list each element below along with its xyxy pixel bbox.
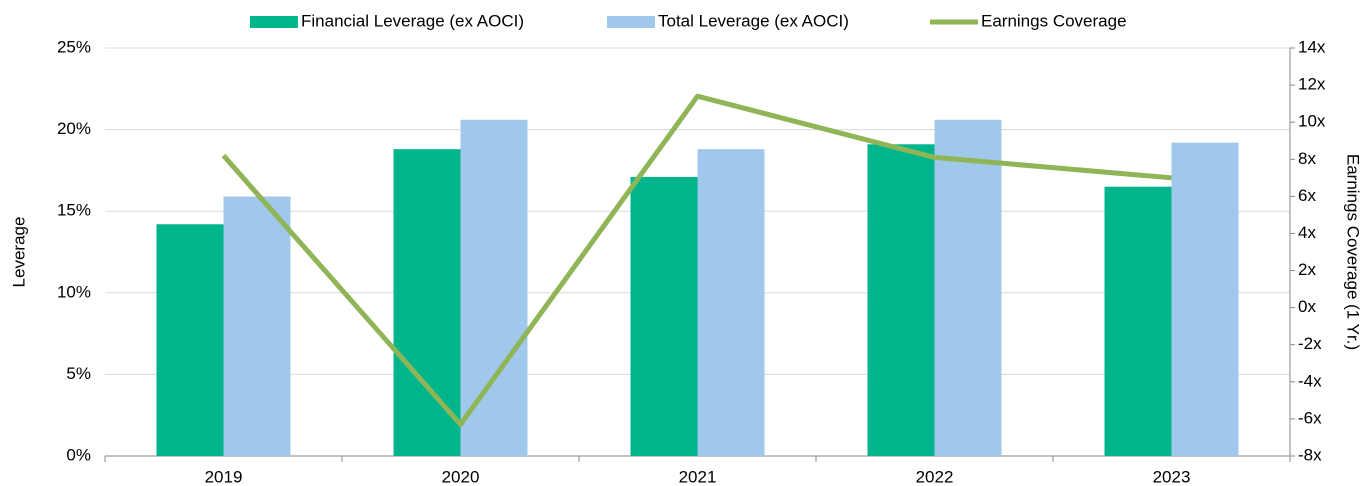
legend-swatch (250, 16, 298, 28)
y2-tick-label: -4x (1298, 371, 1322, 390)
legend-label: Total Leverage (ex AOCI) (658, 11, 849, 30)
bar (630, 176, 698, 457)
y2-axis-title: Earnings Coverage (1 Yr.) (1344, 154, 1363, 350)
x-tick-label: 2021 (679, 467, 717, 486)
legend-label: Earnings Coverage (981, 11, 1127, 30)
bar (156, 224, 224, 456)
y-axis-title: Leverage (9, 217, 28, 288)
y-tick-label: 5% (66, 364, 91, 383)
bar (934, 119, 1002, 457)
x-tick-label: 2022 (916, 467, 954, 486)
y-tick-label: 15% (57, 201, 91, 220)
bar (697, 149, 765, 456)
y-tick-label: 10% (57, 282, 91, 301)
legend-swatch (607, 16, 655, 28)
y2-tick-label: 6x (1298, 186, 1316, 205)
x-tick-label: 2019 (205, 467, 243, 486)
bar (867, 144, 935, 456)
x-tick-label: 2023 (1153, 467, 1191, 486)
line (221, 93, 1172, 427)
bar (1171, 142, 1239, 456)
y2-tick-label: 12x (1298, 75, 1326, 94)
y-tick-label: 20% (57, 119, 91, 138)
bar (1104, 186, 1172, 456)
bar (223, 196, 291, 456)
y2-tick-label: 4x (1298, 223, 1316, 242)
y2-tick-label: -2x (1298, 334, 1322, 353)
y2-tick-label: 14x (1298, 37, 1326, 56)
y2-tick-label: 2x (1298, 260, 1316, 279)
y-tick-label: 0% (66, 445, 91, 464)
y2-tick-label: 0x (1298, 297, 1316, 316)
x-tick-label: 2020 (442, 467, 480, 486)
bar (460, 119, 528, 457)
bar (393, 149, 461, 456)
y2-tick-label: 10x (1298, 112, 1326, 131)
legend-label: Financial Leverage (ex AOCI) (301, 11, 524, 30)
y-tick-label: 25% (57, 37, 91, 56)
y2-tick-label: -8x (1298, 445, 1322, 464)
y2-tick-label: -6x (1298, 408, 1322, 427)
y2-tick-label: 8x (1298, 149, 1316, 168)
